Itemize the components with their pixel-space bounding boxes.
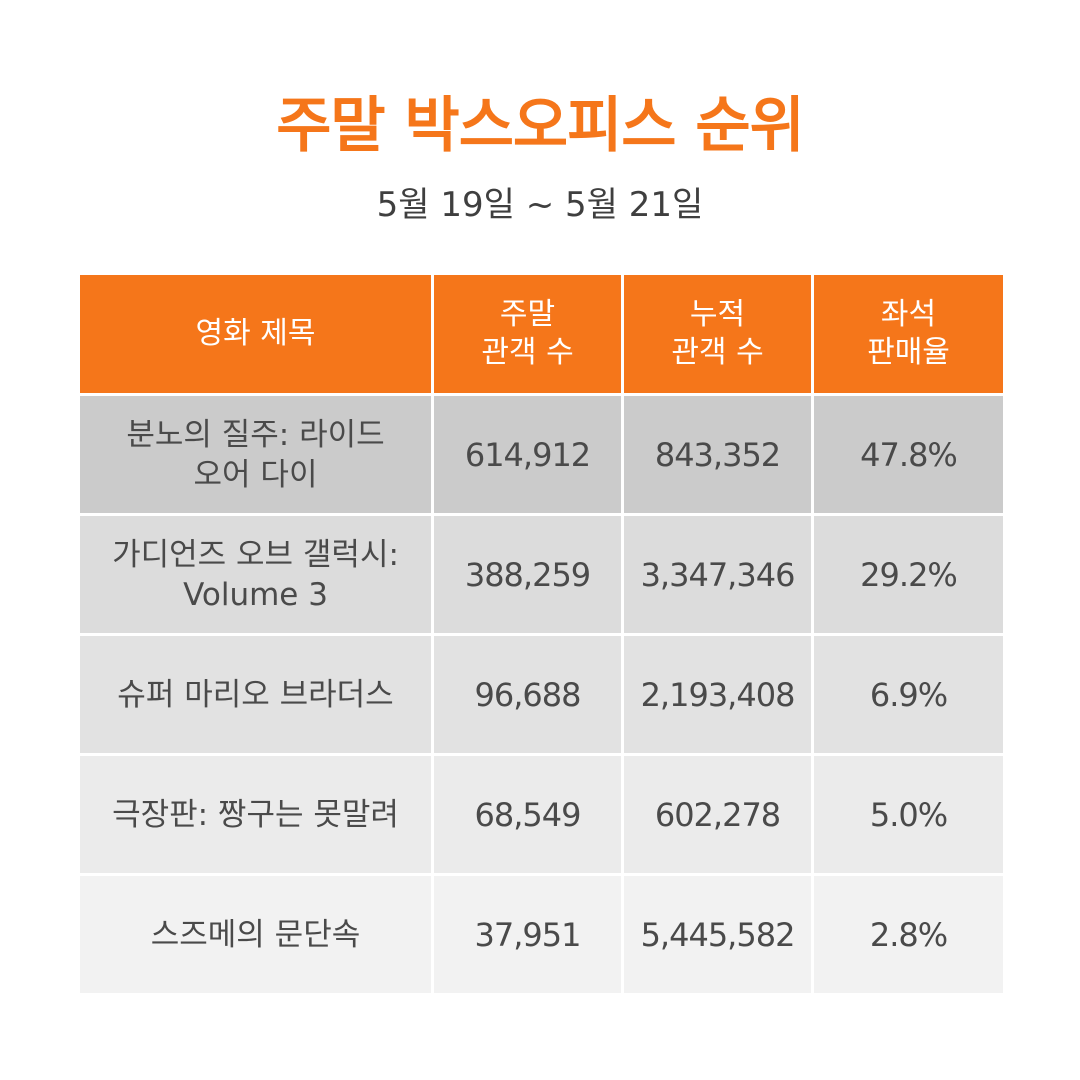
column-header-weekend: 주말 관객 수 [431, 272, 624, 396]
movie-title-line: Volume 3 [183, 576, 328, 613]
table-row: 스즈메의 문단속 37,951 5,445,582 2.8% [77, 873, 1006, 996]
date-range: 5월 19일 ~ 5월 21일 [376, 185, 704, 225]
box-office-table: 영화 제목 주말 관객 수 누적 관객 수 좌석 판매율 분노의 질주: 라이드… [77, 272, 1006, 996]
movie-title-cell: 분노의 질주: 라이드 오어 다이 [77, 393, 434, 516]
seat-rate-cell: 29.2% [811, 513, 1006, 636]
column-header-line: 판매율 [867, 335, 950, 370]
seat-rate-cell: 2.8% [811, 873, 1006, 996]
movie-title-cell: 가디언즈 오브 갤럭시: Volume 3 [77, 513, 434, 636]
column-header-line: 누적 [689, 297, 746, 332]
movie-title-line: 분노의 질주: 라이드 [126, 416, 385, 453]
table-row: 극장판: 짱구는 못말려 68,549 602,278 5.0% [77, 753, 1006, 876]
movie-title-line: 극장판: 짱구는 못말려 [112, 796, 399, 833]
column-header-line: 주말 [499, 297, 556, 332]
weekend-audience-cell: 388,259 [431, 513, 624, 636]
movie-title-cell: 극장판: 짱구는 못말려 [77, 753, 434, 876]
column-header-line: 좌석 [880, 297, 937, 332]
cumulative-audience-cell: 602,278 [621, 753, 814, 876]
weekend-audience-cell: 68,549 [431, 753, 624, 876]
page-title: 주말 박스오피스 순위 [276, 91, 805, 161]
movie-title-line: 가디언즈 오브 갤럭시: [112, 536, 399, 573]
weekend-audience-cell: 37,951 [431, 873, 624, 996]
column-header-line: 관객 수 [481, 335, 574, 370]
movie-title-cell: 스즈메의 문단속 [77, 873, 434, 996]
seat-rate-cell: 47.8% [811, 393, 1006, 516]
cumulative-audience-cell: 3,347,346 [621, 513, 814, 636]
cumulative-audience-cell: 5,445,582 [621, 873, 814, 996]
column-header-title: 영화 제목 [77, 272, 434, 396]
cumulative-audience-cell: 2,193,408 [621, 633, 814, 756]
column-header-line: 영화 제목 [195, 316, 316, 351]
movie-title-line: 오어 다이 [193, 456, 318, 493]
column-header-cumulative: 누적 관객 수 [621, 272, 814, 396]
movie-title-line: 스즈메의 문단속 [150, 916, 361, 953]
table-row: 가디언즈 오브 갤럭시: Volume 3 388,259 3,347,346 … [77, 513, 1006, 636]
weekend-audience-cell: 96,688 [431, 633, 624, 756]
seat-rate-cell: 5.0% [811, 753, 1006, 876]
weekend-audience-cell: 614,912 [431, 393, 624, 516]
table-row: 슈퍼 마리오 브라더스 96,688 2,193,408 6.9% [77, 633, 1006, 756]
table-header-row: 영화 제목 주말 관객 수 누적 관객 수 좌석 판매율 [77, 272, 1006, 396]
column-header-seat-rate: 좌석 판매율 [811, 272, 1006, 396]
cumulative-audience-cell: 843,352 [621, 393, 814, 516]
table-row: 분노의 질주: 라이드 오어 다이 614,912 843,352 47.8% [77, 393, 1006, 516]
column-header-line: 관객 수 [671, 335, 764, 370]
seat-rate-cell: 6.9% [811, 633, 1006, 756]
movie-title-cell: 슈퍼 마리오 브라더스 [77, 633, 434, 756]
movie-title-line: 슈퍼 마리오 브라더스 [117, 676, 394, 713]
